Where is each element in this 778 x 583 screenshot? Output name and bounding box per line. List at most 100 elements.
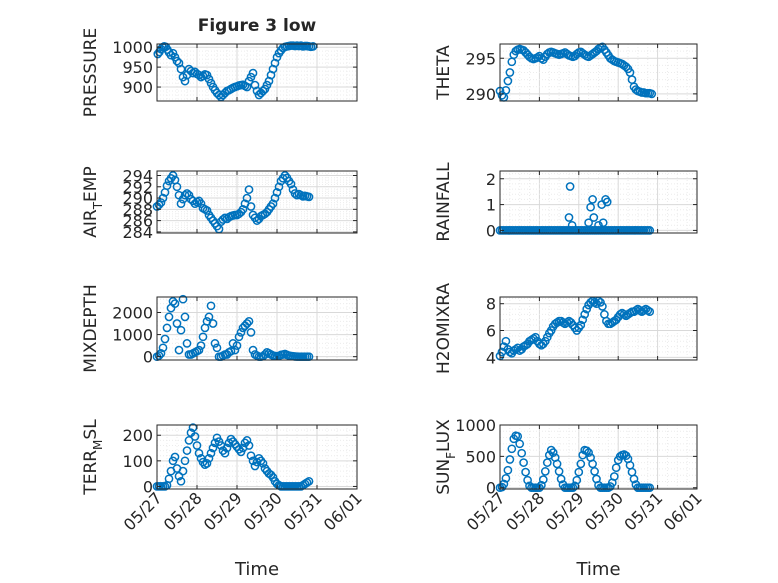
- data-point: [567, 220, 577, 230]
- y-tick-label: 1000: [112, 38, 153, 57]
- y-tick-label: 2: [486, 170, 496, 189]
- data-point: [202, 459, 212, 468]
- y-tick-label: 1000: [455, 416, 496, 435]
- subplot-sun-flux: 05001000SUNFLUX05/2705/2805/2905/3005/31…: [434, 416, 706, 580]
- y-tick-label: 6: [486, 322, 496, 341]
- y-tick-label: 0: [486, 479, 496, 498]
- y-axis-label: H2OMIXRA: [434, 283, 454, 374]
- data-point: [164, 312, 174, 322]
- data-point: [505, 68, 515, 77]
- data-point: [513, 431, 523, 441]
- y-tick-label: 286: [122, 212, 153, 231]
- x-tick-label: 06/01: [660, 488, 706, 534]
- data-point: [507, 444, 517, 454]
- data-point: [248, 68, 258, 78]
- data-point: [598, 218, 608, 228]
- data-point: [542, 458, 552, 467]
- y-tick-label: 2000: [112, 303, 153, 322]
- data-point: [564, 213, 574, 222]
- axes-frame: [499, 424, 698, 490]
- y-tick-label: 292: [122, 178, 153, 197]
- data-point: [206, 301, 216, 311]
- y-tick-label: 0: [486, 221, 496, 240]
- data-point: [258, 86, 268, 96]
- y-tick-label: 0: [143, 477, 153, 496]
- data-point: [538, 475, 548, 484]
- x-axis-label: Time: [575, 559, 620, 580]
- y-tick-label: 295: [465, 49, 496, 68]
- data-point: [535, 483, 544, 493]
- data-point: [503, 465, 513, 475]
- x-tick-label: 06/01: [320, 488, 366, 534]
- data-point: [226, 346, 236, 356]
- data-point: [589, 213, 599, 222]
- data-point: [196, 341, 206, 350]
- data-point: [621, 62, 631, 72]
- y-axis-label: MIXDEPTH: [81, 284, 101, 373]
- data-point: [208, 319, 218, 328]
- plot-area: [500, 425, 697, 489]
- data-point: [248, 345, 258, 355]
- data-point: [234, 332, 244, 342]
- data-series: [495, 431, 655, 493]
- data-point: [204, 453, 214, 463]
- data-point: [162, 181, 172, 191]
- y-tick-label: 200: [122, 426, 153, 445]
- data-point: [511, 344, 521, 354]
- y-tick-label: 290: [465, 85, 496, 104]
- data-point: [521, 467, 530, 477]
- data-point: [176, 64, 186, 74]
- data-point: [154, 200, 164, 210]
- data-point: [168, 171, 178, 180]
- data-point: [517, 448, 527, 458]
- subplot-theta: 290 295 THETA: [434, 42, 698, 104]
- data-point: [582, 446, 592, 456]
- y-axis-label: RAINFALL: [434, 162, 454, 242]
- data-point: [588, 459, 597, 469]
- data-point: [208, 443, 218, 453]
- y-tick-label: 290: [122, 189, 153, 208]
- data-series: [153, 41, 318, 102]
- data-point: [576, 320, 586, 330]
- data-point: [574, 467, 584, 477]
- axes-frame: [499, 170, 698, 234]
- data-point: [548, 448, 558, 457]
- y-tick-label: 284: [122, 223, 153, 242]
- data-point: [194, 70, 204, 80]
- data-point: [611, 463, 621, 473]
- y-tick-label: 288: [122, 200, 153, 219]
- x-tick-label: 05/29: [542, 488, 588, 534]
- x-tick-label: 05/31: [280, 488, 326, 534]
- data-point: [304, 192, 314, 202]
- data-point: [519, 458, 528, 467]
- y-tick-label: 294: [122, 167, 153, 186]
- data-point: [206, 448, 216, 458]
- data-point: [590, 467, 599, 476]
- data-point: [180, 312, 190, 322]
- data-point: [230, 345, 240, 355]
- data-point: [242, 436, 252, 445]
- x-tick-label: 05/28: [160, 488, 206, 534]
- data-point: [182, 446, 192, 455]
- data-point: [286, 179, 296, 189]
- data-point: [645, 226, 655, 235]
- data-point: [176, 199, 186, 209]
- figure-title: Figure 3 low: [198, 16, 317, 36]
- data-point: [546, 445, 556, 455]
- data-point: [580, 310, 590, 319]
- data-point: [244, 316, 254, 326]
- data-point: [236, 328, 246, 337]
- data-point: [272, 188, 282, 197]
- data-point: [576, 459, 586, 469]
- data-point: [594, 220, 603, 230]
- axes-frame: [156, 424, 358, 490]
- data-point: [501, 473, 511, 483]
- subplot-terr-msl: 0100200TERRMSL05/2705/2805/2905/3005/310…: [81, 419, 366, 580]
- data-point: [160, 334, 170, 344]
- data-point: [180, 456, 190, 466]
- data-point: [172, 319, 182, 328]
- data-point: [629, 474, 639, 484]
- data-point: [204, 312, 214, 322]
